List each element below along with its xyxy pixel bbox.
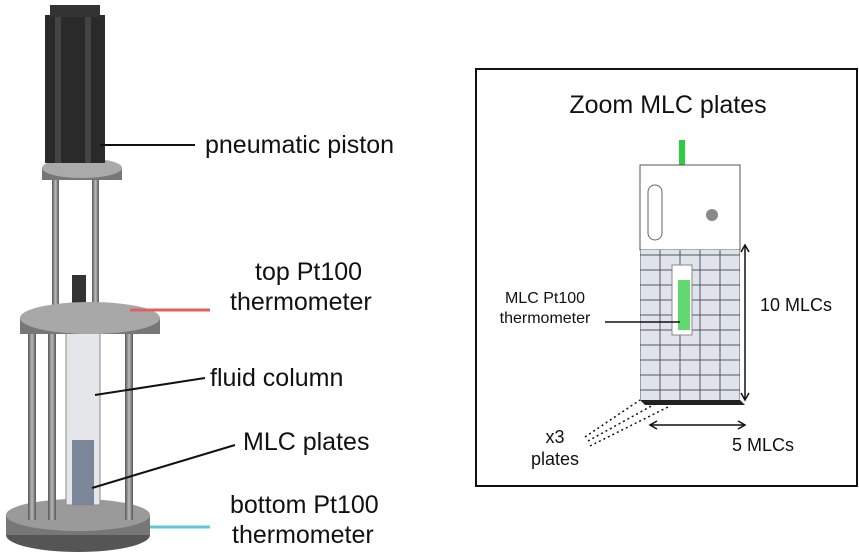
top-thermometer-label: top Pt100 bbox=[255, 258, 362, 286]
plates-label: plates bbox=[531, 449, 579, 469]
mlc-thermometer-label: thermometer bbox=[500, 310, 591, 327]
bottom-thermometer-label: bottom Pt100 bbox=[230, 491, 379, 519]
mlc-plates-label: MLC plates bbox=[243, 428, 369, 456]
bottom-thermometer-label: thermometer bbox=[232, 521, 374, 549]
apparatus bbox=[6, 5, 160, 552]
height-count-label: 10 MLCs bbox=[760, 295, 832, 315]
mlc-block bbox=[639, 140, 745, 405]
width-count-label: 5 MLCs bbox=[732, 435, 794, 455]
zoom-title: Zoom MLC plates bbox=[569, 91, 766, 119]
zoom-annotations bbox=[584, 243, 750, 447]
plates-label: x3 bbox=[545, 427, 564, 447]
top-thermometer-label: thermometer bbox=[230, 288, 372, 316]
piston-label: pneumatic piston bbox=[205, 131, 394, 159]
leader-lines bbox=[91, 144, 236, 529]
fluid-column-label: fluid column bbox=[210, 364, 343, 392]
mlc-thermometer-label: MLC Pt100 bbox=[505, 290, 585, 307]
